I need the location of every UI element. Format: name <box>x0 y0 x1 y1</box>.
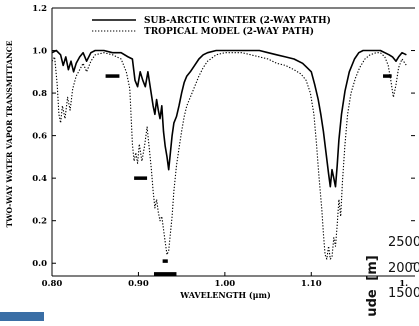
background-axis-fragment: ude <box>365 289 380 317</box>
x-tick-label: 1.00 <box>215 279 236 289</box>
x-tick-label: 0.90 <box>128 279 149 289</box>
legend-label: SUB-ARCTIC WINTER (2-WAY PATH) <box>144 15 331 26</box>
background-tick-label: 1500 <box>388 286 419 301</box>
series-group <box>51 49 407 260</box>
y-tick-label: 1.0 <box>32 47 47 57</box>
background-tick-label: 2500 <box>388 235 419 250</box>
background-tick-label: 2000 <box>388 261 419 276</box>
window-accent-bar <box>0 312 44 321</box>
series-line-tropical-model <box>51 52 407 260</box>
y-tick-label: 0.0 <box>32 259 47 269</box>
y-tick-label: 0.4 <box>32 174 47 184</box>
x-tick-label-cut: 1. <box>399 279 408 289</box>
legend-label: TROPICAL MODEL (2-WAY PATH) <box>144 26 314 37</box>
absorption-bands <box>105 74 392 276</box>
x-axis-title: WAVELENGTH (μm) <box>179 290 271 300</box>
y-tick-label: 1.2 <box>32 4 47 14</box>
y-tick-label: 0.6 <box>32 132 47 142</box>
background-chart-fragment: 2500 2000 1500 [m] ude <box>0 235 419 321</box>
y-tick-label: 0.2 <box>32 217 47 227</box>
y-tick-label: 0.8 <box>32 89 47 99</box>
axes: 0.0 0.2 0.4 0.6 0.8 1.0 1.2 0.80 0.90 1.00 1.10 1. W… <box>5 4 415 300</box>
x-tick-label: 0.80 <box>42 279 63 289</box>
legend: SUB-ARCTIC WINTER (2-WAY PATH)TROPICAL M… <box>92 15 331 37</box>
x-tick-label: 1.10 <box>301 279 322 289</box>
series-line-subarctic-winter <box>51 49 407 188</box>
y-axis-title: TWO-WAY WATER VAPOR TRANSMITTANCE <box>5 40 14 227</box>
background-axis-unit: [m] <box>365 255 380 280</box>
